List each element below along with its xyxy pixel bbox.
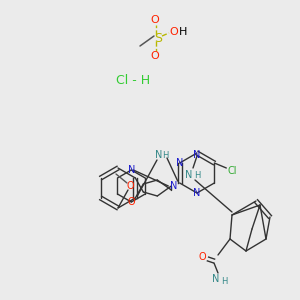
Text: O: O [128, 197, 135, 207]
Text: N: N [185, 170, 193, 180]
Text: N: N [128, 165, 135, 175]
Text: O: O [151, 51, 159, 61]
Text: S: S [154, 32, 162, 44]
Text: Cl - H: Cl - H [116, 74, 150, 86]
Text: O: O [151, 15, 159, 25]
Text: N: N [193, 188, 201, 198]
Text: N: N [155, 150, 163, 160]
Text: N: N [176, 158, 183, 168]
Text: H: H [194, 170, 200, 179]
Text: O: O [169, 27, 178, 37]
Text: N: N [169, 181, 177, 191]
Text: N: N [212, 274, 220, 284]
Text: H: H [162, 151, 168, 160]
Text: H: H [179, 27, 187, 37]
Text: Cl: Cl [228, 166, 237, 176]
Text: N: N [193, 150, 201, 160]
Text: O: O [198, 252, 206, 262]
Text: O: O [126, 181, 134, 191]
Text: H: H [221, 277, 227, 286]
